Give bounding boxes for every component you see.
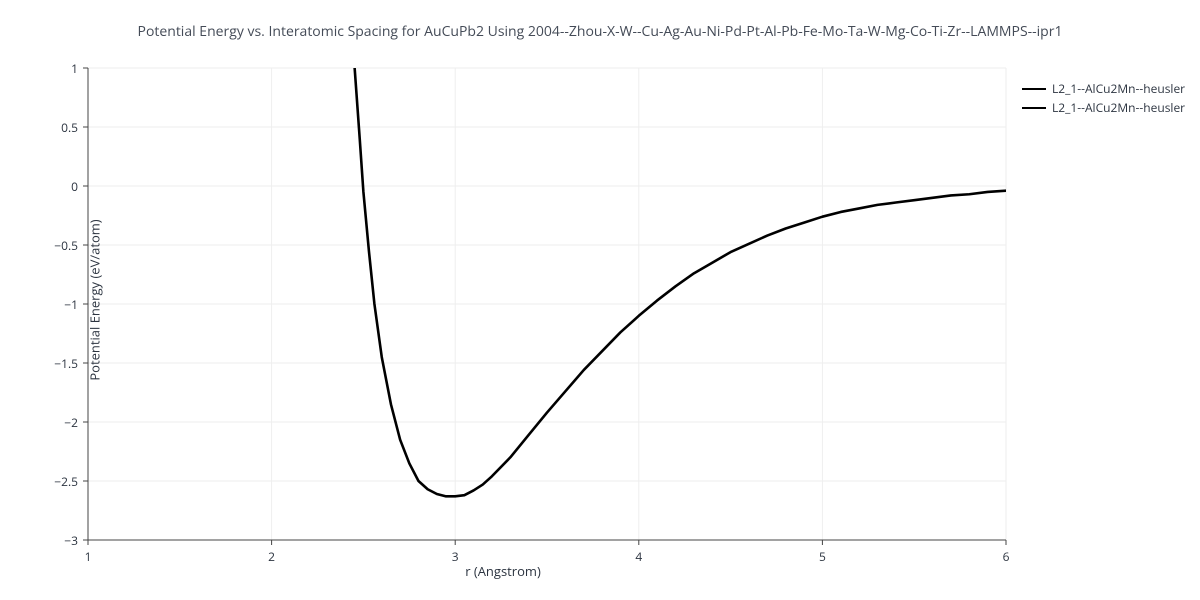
plot-area — [0, 0, 1200, 600]
legend-item: L2_1--AlCu2Mn--heusler — [1022, 80, 1185, 97]
y-tick-label: −1 — [64, 296, 78, 313]
legend-swatch — [1022, 88, 1046, 90]
legend: L2_1--AlCu2Mn--heusler L2_1--AlCu2Mn--heu… — [1022, 80, 1185, 118]
legend-label: L2_1--AlCu2Mn--heusler — [1052, 80, 1185, 97]
y-tick-label: −3 — [64, 532, 78, 549]
legend-label: L2_1--AlCu2Mn--heusler — [1052, 99, 1185, 116]
y-tick-label: −0.5 — [54, 237, 78, 254]
y-tick-label: −2 — [64, 414, 78, 431]
legend-swatch — [1022, 107, 1046, 109]
chart-container: Potential Energy vs. Interatomic Spacing… — [0, 0, 1200, 600]
y-tick-label: −1.5 — [54, 355, 78, 372]
x-tick-label: 1 — [68, 548, 108, 565]
x-tick-label: 2 — [252, 548, 292, 565]
y-tick-label: 1 — [71, 60, 78, 77]
y-tick-label: 0 — [71, 178, 78, 195]
chart-title: Potential Energy vs. Interatomic Spacing… — [0, 22, 1200, 41]
x-tick-label: 4 — [619, 548, 659, 565]
x-axis-label: r (Angstrom) — [0, 562, 1006, 580]
x-tick-label: 6 — [986, 548, 1026, 565]
y-tick-label: −2.5 — [54, 473, 78, 490]
y-axis-label: Potential Energy (eV/atom) — [86, 219, 104, 380]
x-tick-label: 5 — [802, 548, 842, 565]
x-tick-label: 3 — [435, 548, 475, 565]
legend-item: L2_1--AlCu2Mn--heusler — [1022, 99, 1185, 116]
y-tick-label: 0.5 — [61, 119, 78, 136]
